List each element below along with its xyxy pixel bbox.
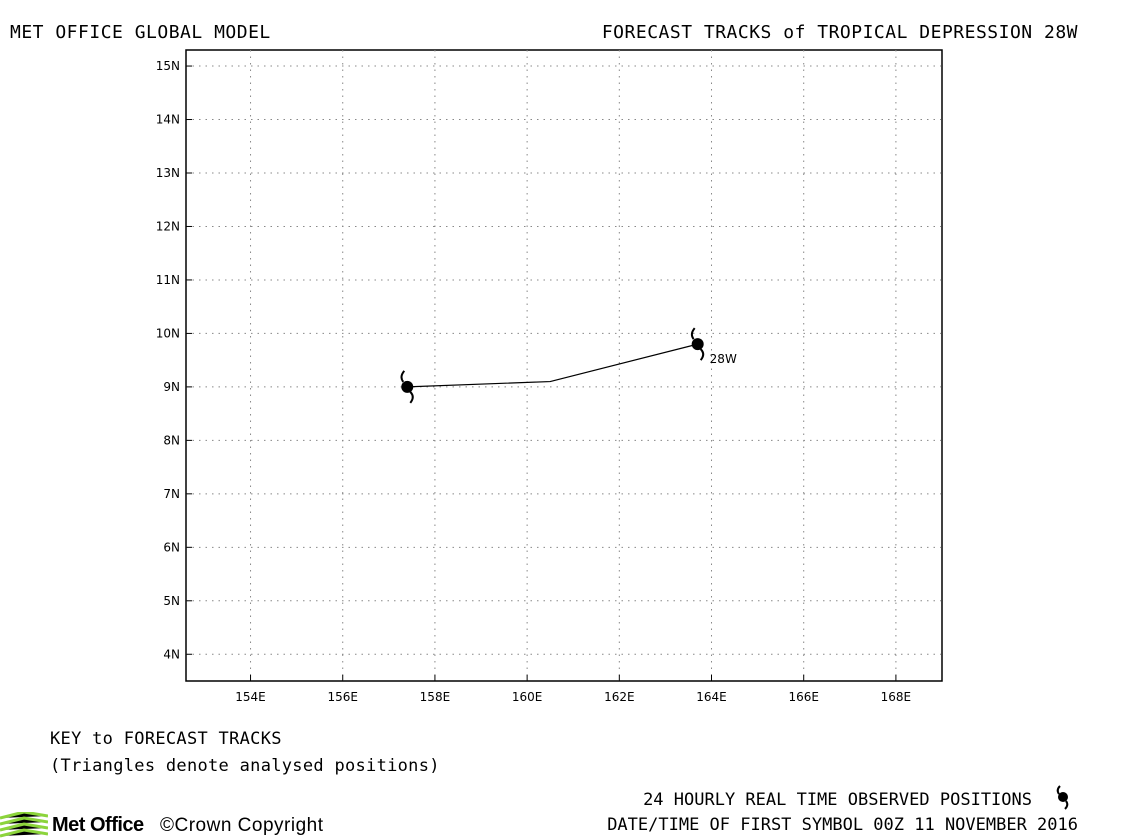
- y-tick-label: 11N: [156, 273, 180, 287]
- y-tick-label: 9N: [163, 380, 180, 394]
- logo-text: Met Office: [52, 813, 144, 836]
- x-tick-label: 160E: [512, 690, 543, 704]
- y-tick-label: 12N: [156, 219, 180, 233]
- x-axis-ticks: 154E 156E 158E 160E 162E 164E 166E 168E: [235, 675, 911, 704]
- observed-positions-label: 24 HOURLY REAL TIME OBSERVED POSITIONS: [643, 790, 1032, 810]
- chart-title: FORECAST TRACKS of TROPICAL DEPRESSION 2…: [601, 22, 1078, 43]
- x-tick-label: 168E: [881, 690, 912, 704]
- y-tick-label: 14N: [156, 113, 180, 127]
- cyclone-center: [401, 380, 414, 393]
- key-note: (Triangles denote analysed positions): [50, 756, 440, 776]
- y-tick-label: 10N: [156, 326, 180, 340]
- y-tick-label: 5N: [163, 594, 180, 608]
- y-axis-ticks: 4N 5N 6N 7N 8N 9N 10N 11N 12N 13N 14N 15N: [156, 59, 192, 661]
- cyclone-symbol: [400, 370, 414, 404]
- x-tick-label: 162E: [604, 690, 635, 704]
- met-office-logo: Met Office: [0, 810, 144, 840]
- cyclone-center: [691, 338, 704, 351]
- track-line: [407, 343, 698, 388]
- cyclone-symbol: [690, 327, 705, 361]
- key-title: KEY to FORECAST TRACKS: [50, 729, 282, 749]
- plot-frame: [185, 49, 943, 682]
- y-tick-label: 13N: [156, 166, 180, 180]
- grid-lines: [186, 50, 942, 681]
- cyclone-arm: [699, 348, 705, 361]
- cyclone-legend-icon: [1056, 785, 1069, 810]
- storm-track: 28W: [400, 327, 737, 404]
- model-title: MET OFFICE GLOBAL MODEL: [10, 22, 271, 43]
- cyclone-arm: [400, 370, 406, 383]
- first-symbol-datetime: DATE/TIME OF FIRST SYMBOL 00Z 11 NOVEMBE…: [607, 815, 1078, 835]
- logo-stripes-icon: [0, 812, 48, 838]
- y-tick-label: 4N: [163, 647, 180, 661]
- y-tick-label: 6N: [163, 540, 180, 554]
- x-tick-label: 166E: [788, 690, 819, 704]
- x-tick-label: 164E: [696, 690, 727, 704]
- y-tick-label: 8N: [163, 433, 180, 447]
- cyclone-arm: [409, 391, 414, 404]
- storm-label: 28W: [710, 352, 737, 366]
- copyright-notice: ©Crown Copyright: [160, 815, 324, 836]
- y-tick-label: 7N: [163, 487, 180, 501]
- cyclone-arm: [690, 327, 696, 340]
- x-tick-label: 156E: [327, 690, 358, 704]
- x-tick-label: 158E: [420, 690, 451, 704]
- x-tick-label: 154E: [235, 690, 266, 704]
- y-tick-label: 15N: [156, 59, 180, 73]
